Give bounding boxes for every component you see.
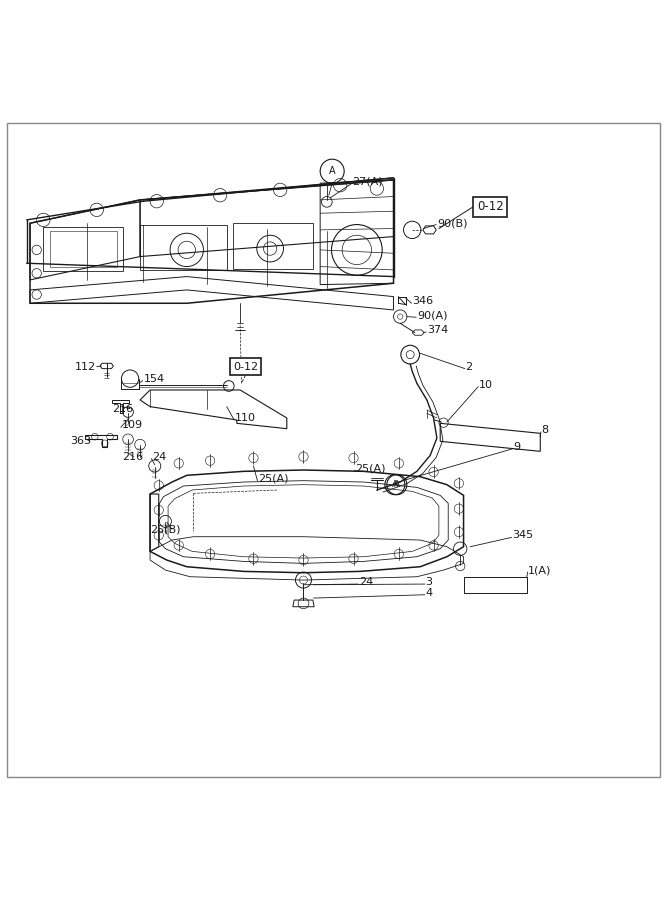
Text: 1(A): 1(A) [528,565,552,575]
Text: 216: 216 [112,403,133,414]
Text: A: A [392,481,398,490]
Text: 110: 110 [235,413,255,423]
Text: 0-12: 0-12 [233,362,258,372]
Text: A: A [394,481,400,490]
Text: 25(B): 25(B) [150,525,181,535]
Text: 109: 109 [121,420,143,430]
Text: 3: 3 [426,577,432,587]
Text: 24: 24 [152,452,166,462]
Text: 112: 112 [75,362,96,372]
Text: 8: 8 [542,425,549,435]
Text: 216: 216 [122,452,143,462]
Text: 346: 346 [412,296,434,306]
Text: 2: 2 [466,362,473,372]
Text: 4: 4 [426,588,433,598]
Text: 27(A): 27(A) [352,176,383,186]
Text: 25(A): 25(A) [355,464,386,473]
Text: 0-12: 0-12 [477,200,504,213]
Text: 24: 24 [359,577,373,587]
Text: 374: 374 [427,325,448,335]
Text: 154: 154 [143,374,165,383]
Text: 10: 10 [479,380,493,390]
Text: 363: 363 [70,436,91,446]
Text: A: A [329,166,336,176]
Text: 90(A): 90(A) [417,310,448,320]
Text: 345: 345 [512,530,534,540]
Text: 9: 9 [514,442,521,452]
Text: 25(A): 25(A) [258,473,289,483]
Text: 90(B): 90(B) [437,218,468,229]
